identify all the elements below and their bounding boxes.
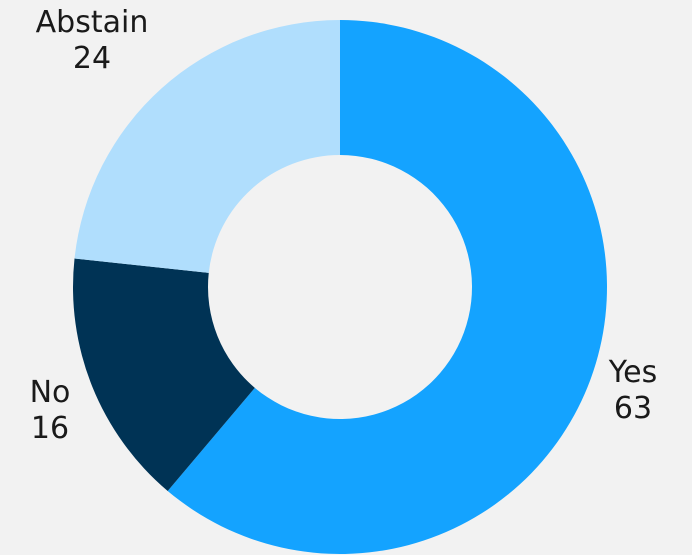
label-abstain-value: 24 [73,41,111,76]
label-no-value: 16 [31,411,69,446]
slice-no [73,258,255,491]
label-yes-value: 63 [614,391,652,426]
label-abstain-name: Abstain [36,5,149,40]
label-no-name: No [30,375,71,410]
slice-abstain [74,20,340,273]
slice-yes [167,20,607,554]
label-yes-name: Yes [608,355,657,390]
donut-slices [73,20,607,554]
